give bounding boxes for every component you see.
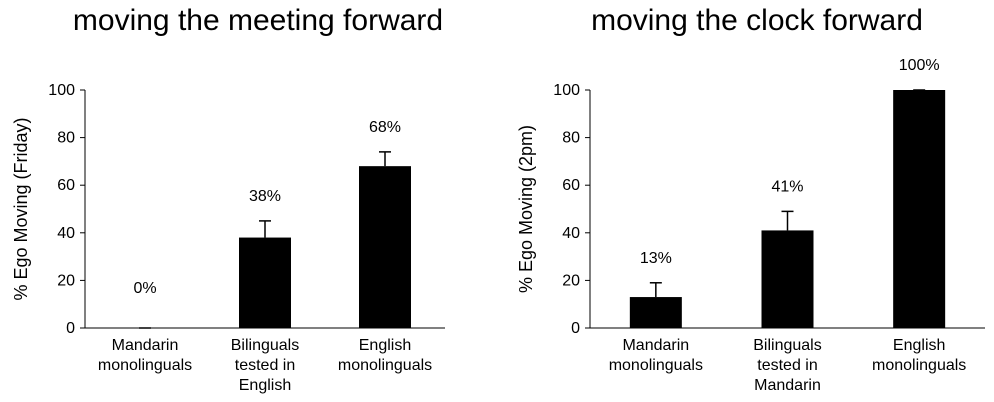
value-label: 38%	[249, 188, 281, 205]
y-tick-label: 0	[571, 320, 580, 337]
y-axis-label: % Ego Moving (Friday)	[11, 117, 31, 300]
y-tick-label: 80	[562, 130, 580, 147]
label-line: tested in	[757, 357, 817, 374]
label-line: English	[239, 377, 291, 394]
label-line: monolinguals	[98, 357, 192, 374]
bar	[359, 166, 411, 328]
chart-title: moving the meeting forward	[73, 4, 443, 37]
y-tick-label: 100	[553, 82, 580, 99]
x-tick-label: Bilinguals tested in Mandarin	[753, 337, 821, 394]
y-tick-label: 60	[562, 177, 580, 194]
value-label: 41%	[771, 178, 803, 195]
value-label: 68%	[369, 119, 401, 136]
bar	[239, 237, 291, 328]
label-line: monolinguals	[338, 357, 432, 374]
y-tick-label: 40	[562, 225, 580, 242]
label-line: English	[359, 337, 411, 354]
label-line: monolinguals	[872, 357, 966, 374]
label-line: Mandarin	[754, 377, 821, 394]
x-tick-label: English monolinguals	[872, 337, 966, 374]
value-label: 100%	[899, 57, 940, 74]
label-line: Bilinguals	[753, 337, 821, 354]
y-tick-label: 100	[48, 82, 75, 99]
label-line: Mandarin	[622, 337, 689, 354]
bar	[893, 90, 946, 328]
chart-title: moving the clock forward	[591, 4, 923, 37]
value-label: 0%	[133, 280, 156, 297]
y-tick-label: 40	[57, 225, 75, 242]
y-tick-label: 60	[57, 177, 75, 194]
label-line: monolinguals	[609, 357, 703, 374]
y-tick-label: 20	[562, 272, 580, 289]
value-label: 13%	[640, 250, 672, 267]
label-line: English	[893, 337, 945, 354]
label-line: tested in	[235, 357, 295, 374]
y-tick-label: 20	[57, 272, 75, 289]
x-tick-label: Bilinguals tested in English	[231, 337, 299, 394]
bar	[761, 230, 814, 328]
y-tick-label: 0	[66, 320, 75, 337]
label-line: Mandarin	[112, 337, 179, 354]
bar	[629, 297, 682, 328]
x-tick-label: English monolinguals	[338, 337, 432, 374]
y-axis-label: % Ego Moving (2pm)	[516, 125, 536, 293]
x-tick-label: Mandarin monolinguals	[609, 337, 703, 374]
label-line: Bilinguals	[231, 337, 299, 354]
x-tick-label: Mandarin monolinguals	[98, 337, 192, 374]
y-tick-label: 80	[57, 130, 75, 147]
